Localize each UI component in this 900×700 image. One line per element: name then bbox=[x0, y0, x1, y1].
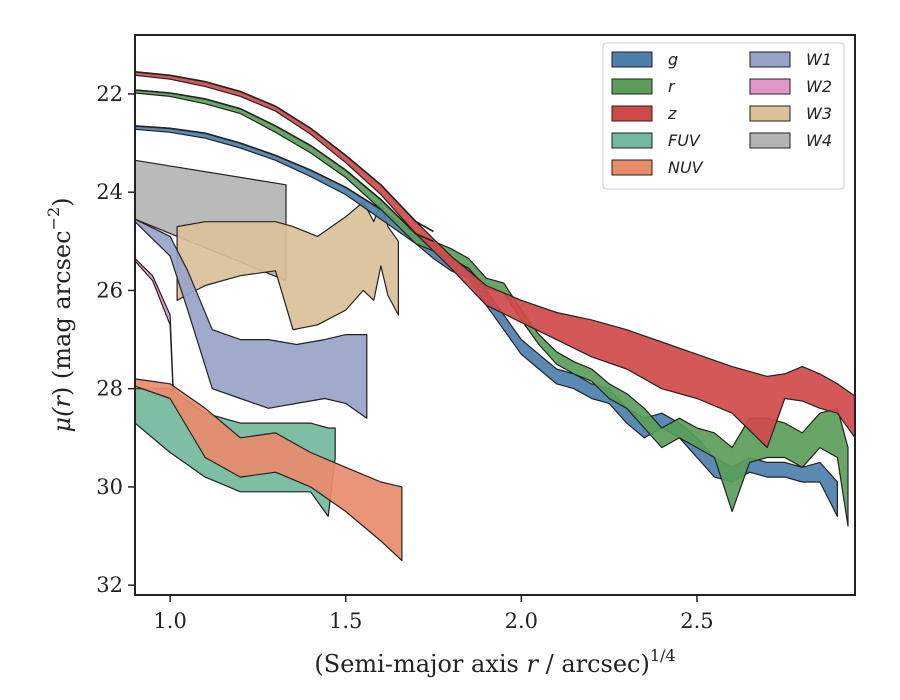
x-axis-ticks: 1.0 1.5 2.0 2.5 bbox=[153, 595, 714, 633]
profile-line-1 bbox=[135, 89, 434, 243]
legend-swatch-w3 bbox=[749, 105, 791, 122]
legend-swatch-g bbox=[611, 51, 653, 68]
x-tick-label: 2.0 bbox=[505, 609, 538, 633]
band-w1 bbox=[135, 218, 368, 419]
legend: grz FUV NUV W1 W2 W3 W4 bbox=[602, 42, 845, 190]
legend-label-fuv: FUV bbox=[668, 131, 701, 150]
x-tick-label: 1.0 bbox=[153, 609, 186, 633]
legend-swatch-nuv bbox=[611, 159, 653, 176]
y-tick-label: 24 bbox=[96, 180, 123, 204]
band-nuv bbox=[135, 378, 403, 562]
legend-label-w1: W1 bbox=[806, 50, 832, 69]
profile-line-0 bbox=[135, 71, 434, 233]
y-tick-label: 22 bbox=[96, 82, 123, 106]
y-tick-label: 26 bbox=[96, 278, 123, 302]
legend-swatch-w4 bbox=[749, 132, 791, 149]
y-tick-label: 30 bbox=[96, 475, 123, 499]
legend-label-w4: W4 bbox=[806, 131, 832, 150]
x-tick-label: 2.5 bbox=[680, 609, 713, 633]
y-axis-label: μ(r) (mag arcsec−2) bbox=[44, 197, 76, 432]
profile-lines bbox=[135, 71, 434, 243]
x-tick-label: 1.5 bbox=[329, 609, 362, 633]
legend-label-w2: W2 bbox=[806, 77, 832, 96]
profile-bands bbox=[135, 71, 855, 562]
legend-label-r: r bbox=[668, 77, 676, 96]
x-axis-label: (Semi-major axis r / arcsec)1/4 bbox=[314, 646, 675, 678]
legend-swatch-z bbox=[611, 105, 653, 122]
legend-label-z: z bbox=[667, 104, 677, 123]
legend-swatch-fuv bbox=[611, 132, 653, 149]
legend-label-nuv: NUV bbox=[668, 158, 704, 177]
legend-swatch-r bbox=[611, 78, 653, 95]
legend-swatch-w2 bbox=[749, 78, 791, 95]
y-axis-ticks: 22 24 26 28 30 32 bbox=[96, 82, 135, 597]
legend-label-w3: W3 bbox=[806, 104, 832, 123]
legend-label-g: g bbox=[668, 50, 678, 69]
legend-swatch-w1 bbox=[749, 51, 791, 68]
y-tick-label: 28 bbox=[96, 377, 123, 401]
band-w3 bbox=[176, 201, 399, 331]
profile-line-2 bbox=[135, 125, 382, 211]
plot-frame bbox=[134, 34, 856, 596]
band-r bbox=[135, 89, 849, 527]
y-tick-label: 32 bbox=[96, 573, 123, 597]
